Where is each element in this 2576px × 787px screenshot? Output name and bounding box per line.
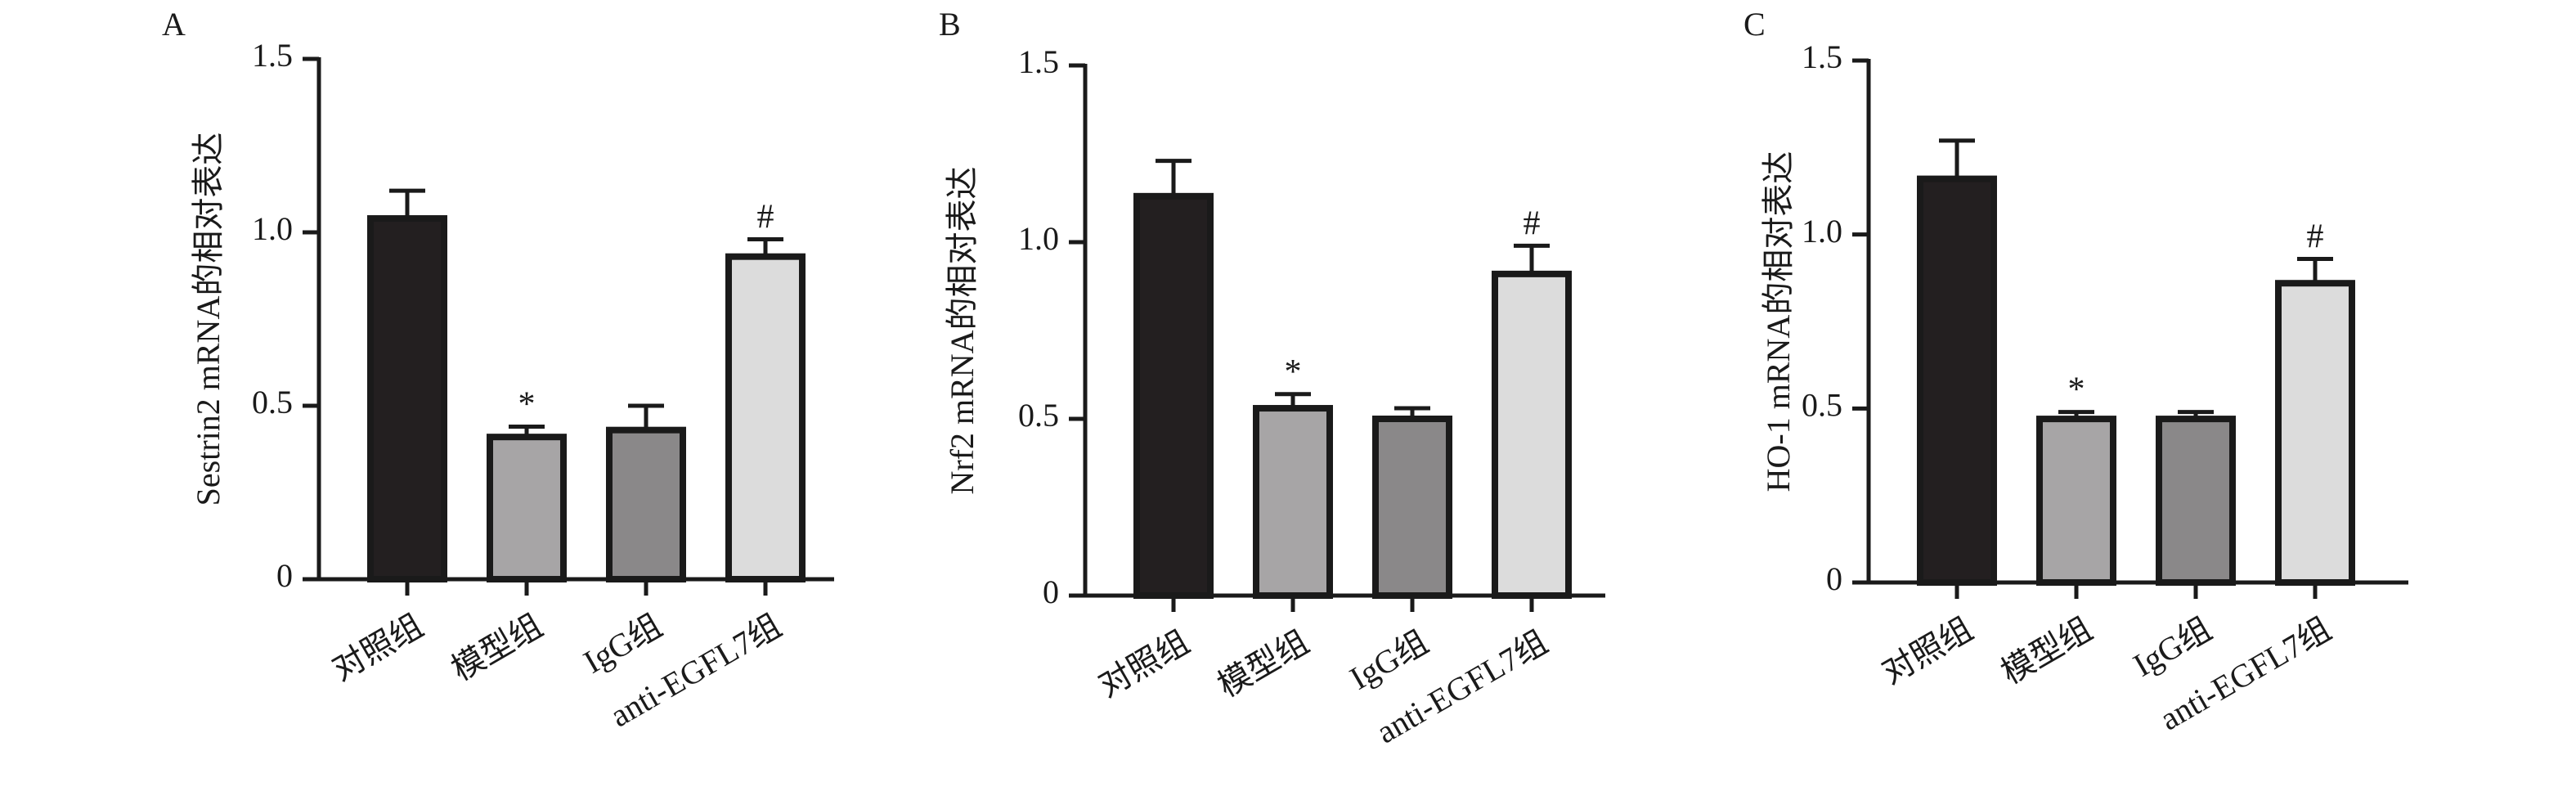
y-tick-label: 0.5 <box>1802 387 1842 424</box>
x-category-label: IgG组 <box>1344 623 1434 697</box>
significance-mark: * <box>1285 353 1302 391</box>
x-category-label: 对照组 <box>1875 610 1978 691</box>
x-category-label: 模型组 <box>1211 623 1314 704</box>
y-tick-label: 0 <box>1043 573 1059 610</box>
bar <box>2036 416 2116 586</box>
y-tick-label: 0 <box>1826 560 1842 597</box>
y-tick-label: 1.0 <box>252 210 293 247</box>
significance-mark: # <box>2307 218 2324 255</box>
y-tick-label: 1.5 <box>1018 43 1059 80</box>
bar <box>367 215 447 582</box>
x-category-label: 模型组 <box>445 607 548 688</box>
bar <box>725 253 806 582</box>
y-tick-label: 0 <box>276 557 293 594</box>
y-axis-label: Nrf2 mRNA的相对表达 <box>944 166 981 494</box>
y-axis-label: HO-1 mRNA的相对表达 <box>1760 151 1797 492</box>
panel-label: A <box>162 6 186 43</box>
significance-mark: * <box>518 385 536 423</box>
significance-mark: * <box>2068 371 2085 409</box>
y-axis-label: Sestrin2 mRNA的相对表达 <box>190 133 227 506</box>
bar <box>2275 280 2355 586</box>
bar <box>1133 192 1214 599</box>
bar <box>1492 270 1572 599</box>
y-tick-label: 1.5 <box>1802 38 1842 75</box>
bar <box>606 426 686 582</box>
x-category-label: IgG组 <box>2127 610 2218 684</box>
x-category-label: 对照组 <box>1092 623 1195 704</box>
x-category-label: 模型组 <box>1995 610 2098 691</box>
y-tick-label: 0.5 <box>252 384 293 420</box>
y-tick-label: 1.0 <box>1802 213 1842 250</box>
y-tick-label: 1.0 <box>1018 220 1059 257</box>
panel-label: B <box>939 6 961 43</box>
bar <box>1917 175 1997 586</box>
x-category-label: IgG组 <box>577 607 668 681</box>
bar <box>487 434 567 582</box>
bar <box>2156 416 2236 586</box>
panel-a: A Sestrin2 mRNA的相对表达 0 0.5 1.0 1.5 对照组 * 模型组 Ig… <box>162 6 834 734</box>
significance-mark: # <box>757 198 774 236</box>
bar <box>1253 405 1333 600</box>
bar <box>1372 416 1452 599</box>
significance-mark: # <box>1524 205 1541 242</box>
y-tick-label: 1.5 <box>252 37 293 74</box>
y-tick-label: 0.5 <box>1018 397 1059 434</box>
panel-label: C <box>1744 6 1766 43</box>
x-category-label: 对照组 <box>325 607 429 688</box>
